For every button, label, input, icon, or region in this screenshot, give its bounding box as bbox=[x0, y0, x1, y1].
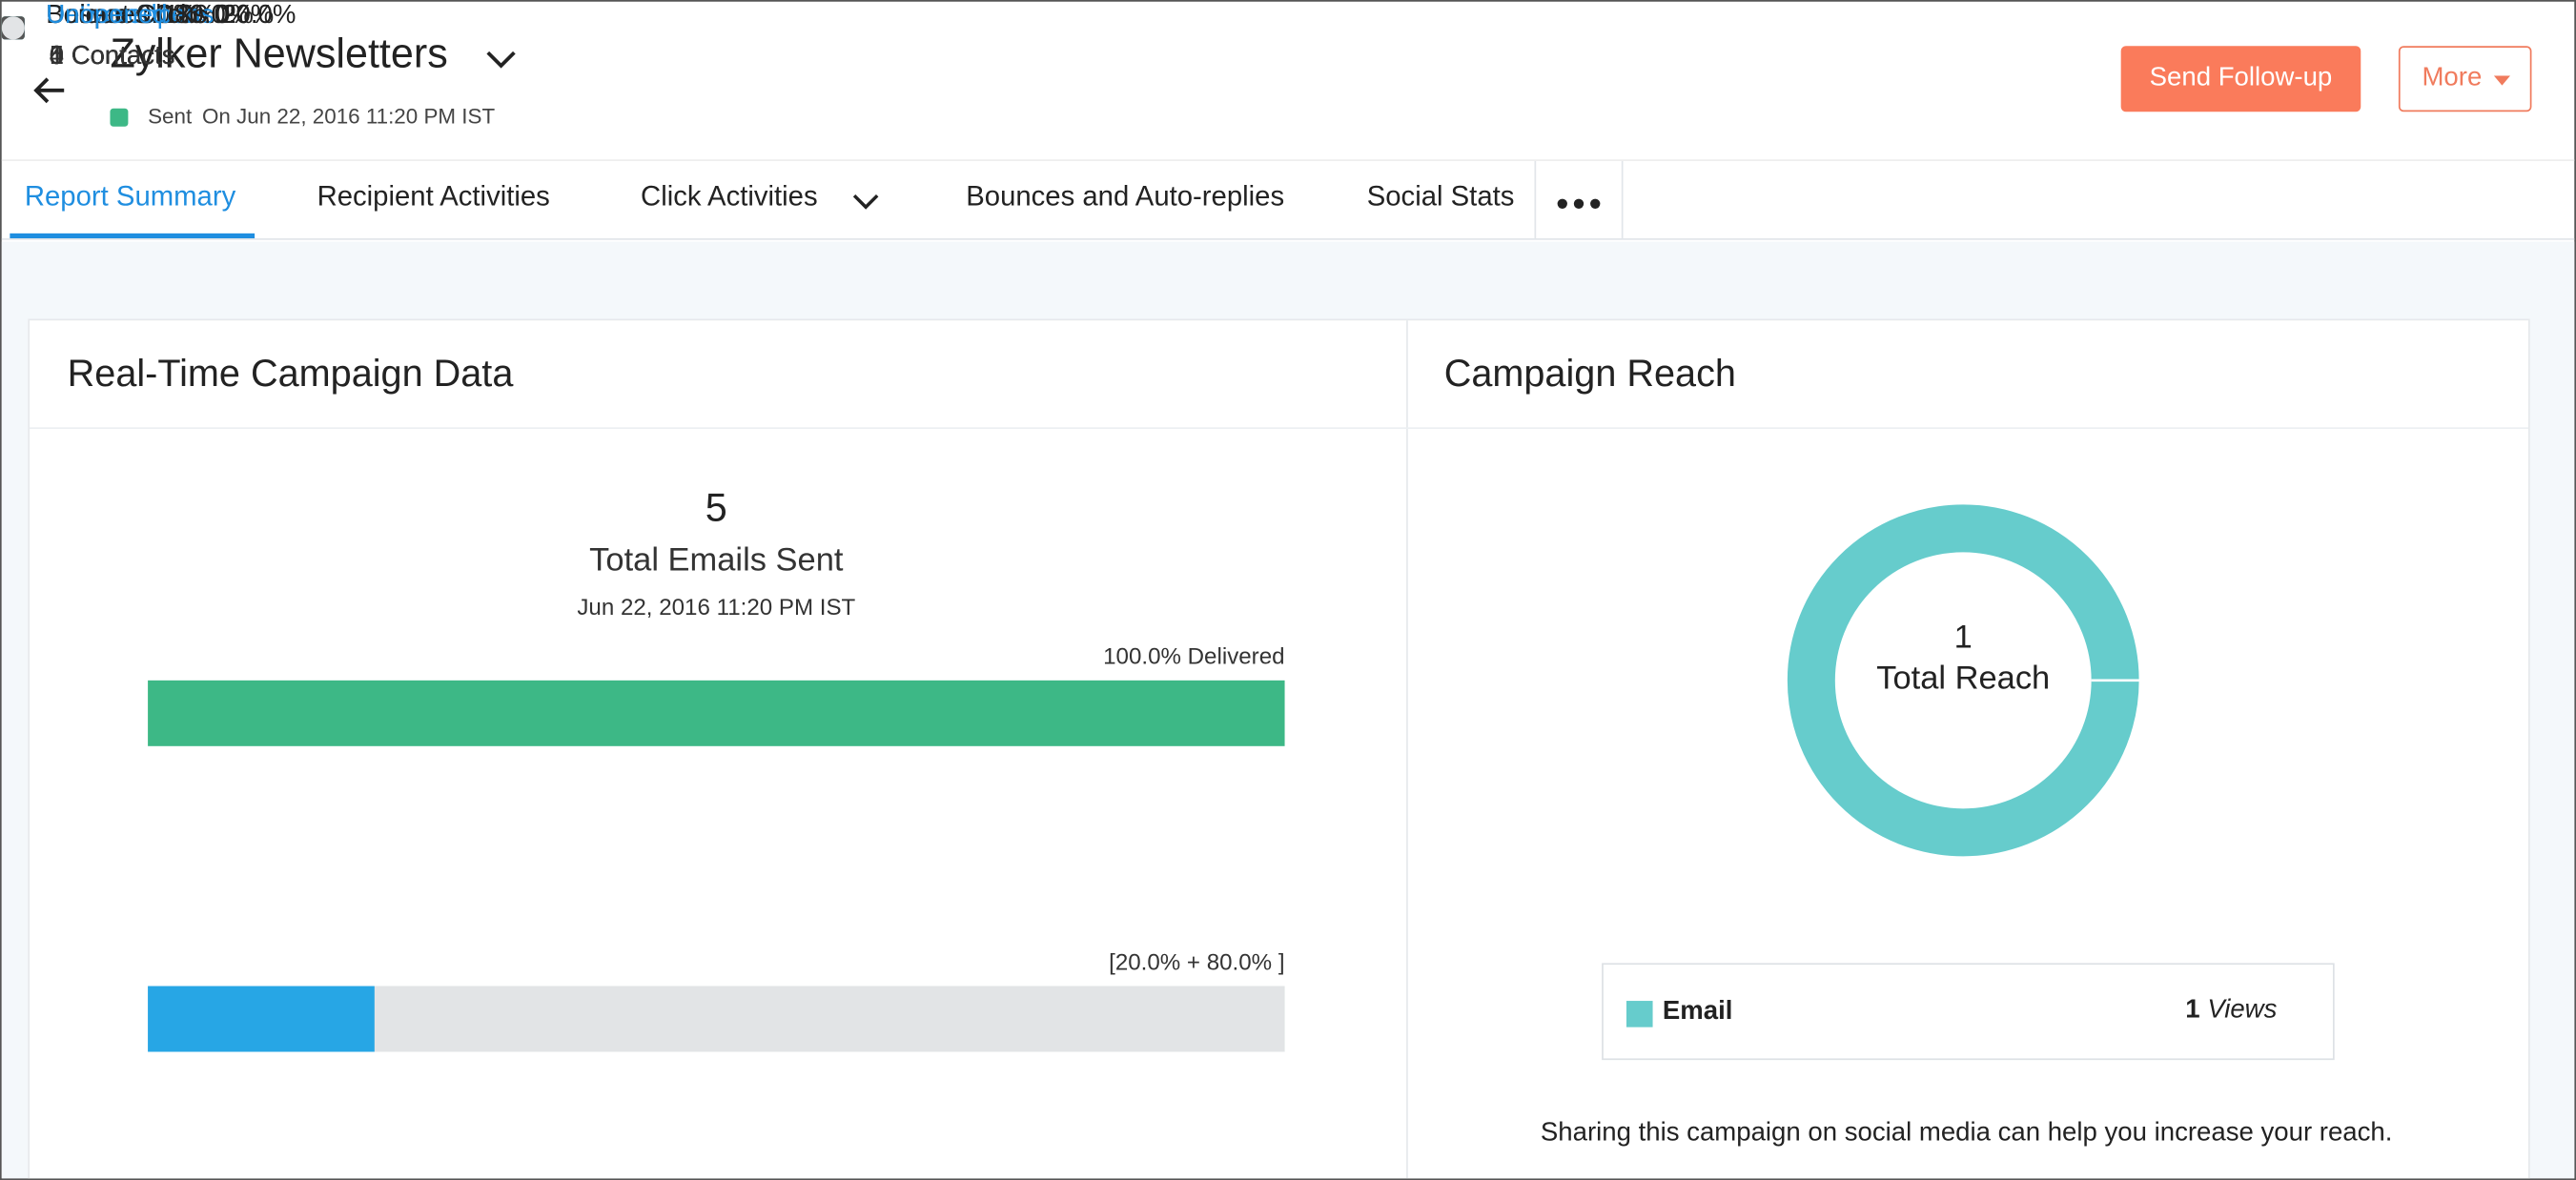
progress-bar bbox=[148, 986, 1285, 1052]
legend-contacts: 1 Contact bbox=[49, 42, 162, 71]
legend-swatch bbox=[1625, 1001, 1653, 1027]
legend-item: Unopened 80.0% 4 Contacts bbox=[1, 2, 379, 495]
sent-date: On Jun 22, 2016 11:20 PM IST bbox=[201, 103, 496, 129]
tab[interactable]: Recipient Activities bbox=[317, 180, 550, 213]
reach-note: Sharing this campaign on social media ca… bbox=[1540, 1119, 2393, 1148]
status: Sent bbox=[148, 103, 193, 129]
views-count: 1 bbox=[2185, 995, 2200, 1025]
back-button[interactable] bbox=[31, 74, 68, 107]
bar-segment bbox=[375, 986, 1285, 1052]
more-button[interactable]: More bbox=[2398, 46, 2532, 112]
active-tab-indicator bbox=[10, 233, 256, 239]
divider bbox=[1406, 320, 1408, 1179]
legend-label: Bounces bbox=[46, 1, 149, 31]
total-sent-label: Total Emails Sent bbox=[589, 541, 844, 579]
send-follow-up-button[interactable]: Send Follow-up bbox=[2120, 46, 2361, 112]
bar-caption: [20.0% + 80.0% ] bbox=[1109, 947, 1285, 975]
tab-bar bbox=[1, 159, 2575, 240]
reach-total: 1 bbox=[1953, 620, 1973, 656]
campaign-title: Zylker Newsletters bbox=[110, 31, 448, 78]
legend-contacts: 0 Contacts bbox=[49, 42, 175, 71]
title-dropdown[interactable] bbox=[483, 46, 520, 72]
legend-label[interactable]: Unique Opens bbox=[46, 1, 215, 31]
tab[interactable]: Social Stats bbox=[1366, 180, 1515, 213]
more-tabs[interactable] bbox=[1534, 160, 1624, 239]
reach-total-label: Total Reach bbox=[1876, 661, 2051, 698]
reach-donut bbox=[1787, 504, 2141, 857]
legend-contacts: 0 Contacts bbox=[49, 42, 175, 71]
legend-percent: 0.0% bbox=[155, 1, 216, 31]
tab-dropdown[interactable] bbox=[849, 189, 882, 212]
legend-name: Bounces 0.0% bbox=[46, 2, 215, 31]
legend-name: Unique Clicks 0.0% bbox=[46, 2, 274, 31]
bar-segment bbox=[148, 680, 1285, 746]
legend-name: Unique Opens 20.0% bbox=[46, 2, 296, 31]
legend-label[interactable]: Delivered bbox=[46, 1, 157, 31]
legend-item: Unique Clicks 0.0% 0 Contacts bbox=[1, 2, 379, 413]
section-title: Campaign Reach bbox=[1443, 351, 1736, 395]
channel-name: Email bbox=[1662, 997, 1733, 1026]
status-icon bbox=[110, 108, 129, 127]
progress-bar bbox=[148, 680, 1285, 746]
legend-percent: 100.0% bbox=[164, 1, 254, 31]
legend-percent: 0.0% bbox=[136, 1, 197, 31]
legend-contacts: 0 Contacts bbox=[49, 42, 175, 71]
legend-percent: 20.0% bbox=[221, 1, 296, 31]
legend-label: Unique Clicks bbox=[46, 1, 207, 31]
section-title: Real-Time Campaign Data bbox=[67, 351, 514, 395]
legend-label: Unsent bbox=[46, 1, 130, 31]
sent-date: Jun 22, 2016 11:20 PM IST bbox=[577, 593, 856, 621]
tab[interactable]: Report Summary bbox=[24, 180, 236, 213]
legend-percent: 80.0% bbox=[174, 1, 250, 31]
views-unit: Views bbox=[2207, 995, 2278, 1025]
tab[interactable]: Click Activities bbox=[641, 180, 818, 213]
more-caret bbox=[2493, 75, 2511, 86]
legend-percent: 0.0% bbox=[214, 1, 275, 31]
more-label: More bbox=[2422, 64, 2483, 92]
channel-views: 1 Views bbox=[2185, 996, 2277, 1026]
legend-contacts: 4 Contacts bbox=[49, 42, 175, 71]
legend-label[interactable]: Unopened bbox=[46, 1, 168, 31]
legend-contacts: 5 Contacts bbox=[49, 42, 175, 71]
tab[interactable]: Bounces and Auto-replies bbox=[966, 180, 1285, 213]
bar-segment bbox=[148, 986, 376, 1052]
legend-name: Unsent 0.0% bbox=[46, 2, 196, 31]
legend-name: Delivered 100.0% bbox=[46, 2, 254, 31]
bar-caption: 100.0% Delivered bbox=[1103, 642, 1285, 669]
total-sent: 5 bbox=[705, 486, 727, 531]
legend-name: Unopened 80.0% bbox=[46, 2, 249, 31]
reach-legend: Email 1 Views bbox=[1602, 963, 2335, 1061]
divider bbox=[30, 427, 2529, 430]
dots-icon bbox=[1557, 198, 1601, 209]
legend-swatch bbox=[1, 16, 25, 40]
